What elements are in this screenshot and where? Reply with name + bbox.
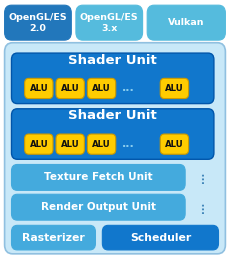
Text: ...: ...: [195, 172, 205, 183]
Text: ALU: ALU: [92, 140, 110, 149]
Text: ...: ...: [121, 139, 134, 149]
Text: Vulkan: Vulkan: [167, 18, 204, 27]
FancyBboxPatch shape: [56, 134, 84, 154]
Text: ALU: ALU: [92, 84, 110, 93]
FancyBboxPatch shape: [56, 78, 84, 99]
FancyBboxPatch shape: [11, 225, 95, 250]
Text: Scheduler: Scheduler: [129, 233, 190, 243]
FancyBboxPatch shape: [76, 5, 142, 40]
Text: ALU: ALU: [61, 140, 79, 149]
FancyBboxPatch shape: [11, 53, 213, 104]
Text: Render Output Unit: Render Output Unit: [41, 202, 155, 212]
FancyBboxPatch shape: [11, 164, 184, 190]
FancyBboxPatch shape: [11, 109, 213, 159]
FancyBboxPatch shape: [25, 78, 53, 99]
FancyBboxPatch shape: [25, 134, 53, 154]
FancyBboxPatch shape: [160, 134, 188, 154]
Text: Shader Unit: Shader Unit: [68, 54, 156, 67]
Text: Texture Fetch Unit: Texture Fetch Unit: [44, 172, 152, 182]
FancyBboxPatch shape: [5, 43, 224, 254]
Text: ...: ...: [195, 202, 205, 213]
FancyBboxPatch shape: [5, 5, 71, 40]
Text: OpenGL/ES
2.0: OpenGL/ES 2.0: [9, 13, 67, 33]
Text: ALU: ALU: [29, 140, 48, 149]
FancyBboxPatch shape: [87, 78, 115, 99]
Text: Shader Unit: Shader Unit: [68, 109, 156, 122]
Text: OpenGL/ES
3.x: OpenGL/ES 3.x: [80, 13, 138, 33]
FancyBboxPatch shape: [87, 134, 115, 154]
FancyBboxPatch shape: [102, 225, 218, 250]
Text: ...: ...: [121, 83, 134, 93]
FancyBboxPatch shape: [11, 194, 184, 220]
Text: ALU: ALU: [61, 84, 79, 93]
Text: ALU: ALU: [164, 140, 183, 149]
FancyBboxPatch shape: [147, 5, 224, 40]
Text: Rasterizer: Rasterizer: [22, 233, 85, 243]
Text: ALU: ALU: [164, 84, 183, 93]
Text: ALU: ALU: [29, 84, 48, 93]
FancyBboxPatch shape: [160, 78, 188, 99]
